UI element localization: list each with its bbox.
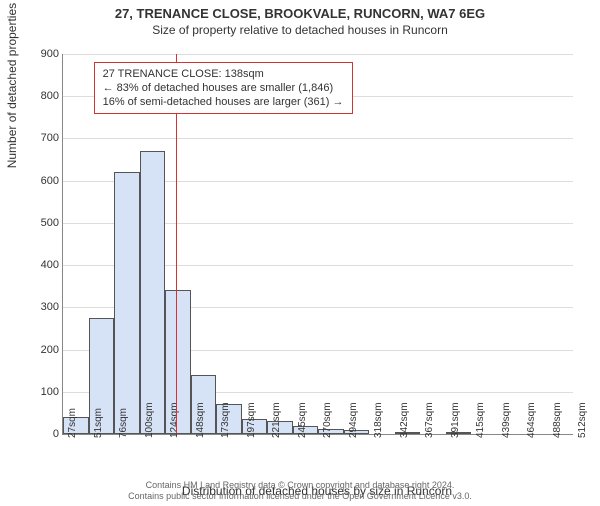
x-tick-label: 391sqm bbox=[450, 402, 461, 438]
x-tick-label: 173sqm bbox=[220, 402, 231, 438]
x-tick-label: 27sqm bbox=[67, 408, 78, 438]
x-tick-label: 100sqm bbox=[144, 402, 155, 438]
y-tick-label: 500 bbox=[41, 217, 59, 229]
x-tick-label: 342sqm bbox=[399, 402, 410, 438]
chart-title: 27, TRENANCE CLOSE, BROOKVALE, RUNCORN, … bbox=[0, 6, 600, 21]
annotation-line: 27 TRENANCE CLOSE: 138sqm bbox=[103, 67, 344, 81]
x-tick-label: 51sqm bbox=[93, 408, 104, 438]
y-tick-label: 300 bbox=[41, 301, 59, 313]
x-tick-label: 439sqm bbox=[501, 402, 512, 438]
x-tick-label: 367sqm bbox=[424, 402, 435, 438]
y-tick-label: 700 bbox=[41, 132, 59, 144]
annotation-line: 16% of semi-detached houses are larger (… bbox=[103, 95, 344, 109]
chart-container: 010020030040050060070080090027sqm51sqm76… bbox=[62, 54, 572, 434]
x-tick-label: 488sqm bbox=[552, 402, 563, 438]
footer-attribution: Contains HM Land Registry data © Crown c… bbox=[0, 480, 600, 502]
plot-area: 010020030040050060070080090027sqm51sqm76… bbox=[62, 54, 573, 435]
x-tick-label: 197sqm bbox=[246, 402, 257, 438]
gridline bbox=[63, 54, 573, 55]
annotation-line: ← 83% of detached houses are smaller (1,… bbox=[103, 81, 344, 95]
x-tick-label: 318sqm bbox=[373, 402, 384, 438]
x-tick-label: 124sqm bbox=[169, 402, 180, 438]
annotation-box: 27 TRENANCE CLOSE: 138sqm← 83% of detach… bbox=[94, 62, 353, 115]
y-tick-label: 0 bbox=[53, 428, 59, 440]
y-tick-label: 200 bbox=[41, 344, 59, 356]
x-tick-label: 270sqm bbox=[322, 402, 333, 438]
x-tick-label: 76sqm bbox=[118, 408, 129, 438]
x-tick-label: 294sqm bbox=[348, 402, 359, 438]
gridline bbox=[63, 138, 573, 139]
x-tick-label: 221sqm bbox=[271, 402, 282, 438]
histogram-bar bbox=[114, 172, 140, 434]
y-tick-label: 900 bbox=[41, 48, 59, 60]
y-tick-label: 100 bbox=[41, 386, 59, 398]
x-tick-label: 464sqm bbox=[526, 402, 537, 438]
y-axis-label: Number of detached properties bbox=[5, 3, 19, 168]
footer-line-1: Contains HM Land Registry data © Crown c… bbox=[0, 480, 600, 491]
footer-line-2: Contains public sector information licen… bbox=[0, 491, 600, 502]
x-tick-label: 512sqm bbox=[577, 402, 588, 438]
y-tick-label: 800 bbox=[41, 90, 59, 102]
chart-subtitle: Size of property relative to detached ho… bbox=[0, 23, 600, 37]
x-tick-label: 148sqm bbox=[195, 402, 206, 438]
y-tick-label: 600 bbox=[41, 175, 59, 187]
x-tick-label: 245sqm bbox=[297, 402, 308, 438]
y-tick-label: 400 bbox=[41, 259, 59, 271]
x-tick-label: 415sqm bbox=[475, 402, 486, 438]
histogram-bar bbox=[140, 151, 166, 434]
